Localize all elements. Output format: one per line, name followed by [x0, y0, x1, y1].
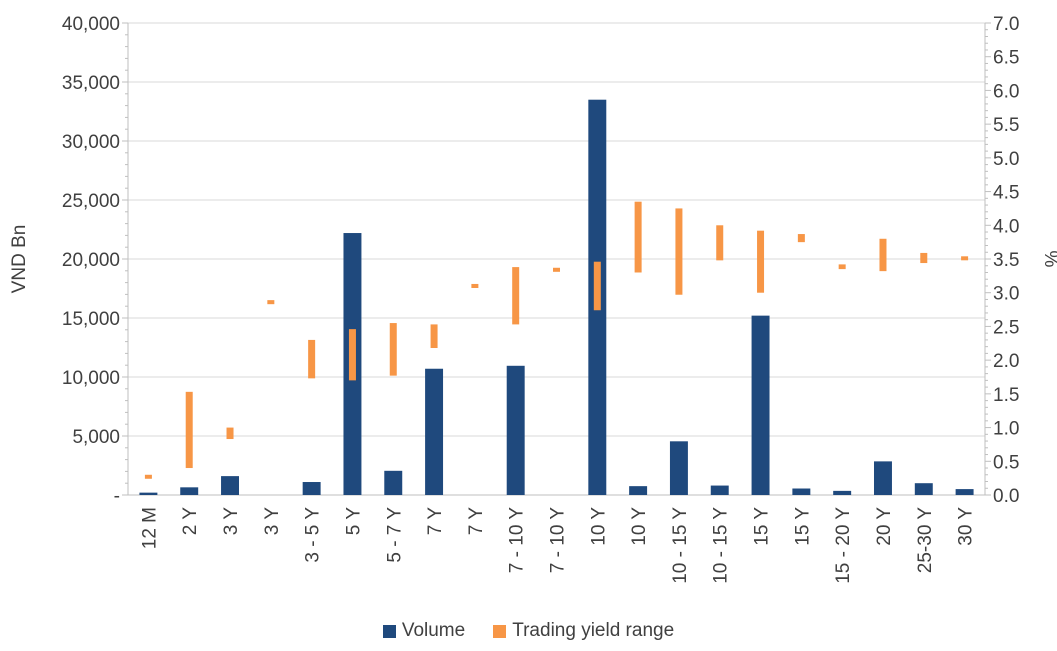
x-tick-label: 3 Y	[262, 507, 283, 536]
x-tick-label: 20 Y	[874, 507, 895, 546]
y-left-tick-label: 25,000	[62, 191, 120, 212]
x-tick-label: 15 Y	[792, 507, 813, 546]
y-right-axis-title: %	[1040, 251, 1057, 268]
x-tick-label: 10 Y	[588, 507, 609, 546]
yield-range-bar	[308, 339, 316, 379]
yield-range-bar	[144, 474, 152, 479]
volume-bar	[180, 487, 199, 495]
x-tick-label: 10 - 15 Y	[670, 507, 691, 584]
y-left-tick-label: -	[114, 486, 120, 507]
x-tick-label: 7 - 10 Y	[548, 507, 569, 574]
y-left-tick-label: 30,000	[62, 132, 120, 153]
yield-range-bar	[185, 391, 193, 469]
x-tick-label: 10 - 15 Y	[711, 507, 732, 584]
volume-bar	[914, 483, 933, 495]
y-right-tick-label: 6.0	[993, 81, 1019, 102]
yield-range-bar	[553, 267, 560, 272]
yield-range-bar	[716, 225, 724, 261]
legend-item-yield: Trading yield range	[493, 620, 674, 642]
legend-item-volume: Volume	[382, 620, 466, 642]
yield-range-bar	[675, 208, 683, 295]
y-right-tick-label: 2.5	[993, 317, 1019, 338]
y-left-tick-label: 10,000	[62, 368, 120, 389]
y-right-tick-label: 5.0	[993, 149, 1019, 170]
y-left-axis-title: VND Bn	[9, 225, 30, 294]
x-tick-label: 7 - 10 Y	[507, 507, 528, 574]
x-tick-label: 5 - 7 Y	[384, 507, 405, 563]
y-right-tick-label: 7.0	[993, 14, 1019, 35]
volume-bar	[792, 488, 811, 495]
yield-range-bar	[920, 252, 928, 264]
yield-range-bar	[267, 300, 275, 305]
y-right-tick-label: 4.0	[993, 216, 1019, 237]
y-left-tick-label: 15,000	[62, 309, 120, 330]
chart-legend: Volume Trading yield range	[0, 620, 1057, 642]
x-tick-label: 3 - 5 Y	[303, 507, 324, 563]
volume-bar	[384, 470, 403, 495]
yield-range-bar	[226, 427, 234, 440]
y-right-tick-label: 3.5	[993, 250, 1019, 271]
yield-range-bar	[757, 230, 765, 293]
yield-range-bar	[961, 256, 969, 261]
y-right-tick-label: 0.0	[993, 486, 1019, 507]
x-tick-label: 30 Y	[956, 507, 977, 546]
x-tick-label: 15 - 20 Y	[833, 507, 854, 584]
y-right-tick-label: 0.5	[993, 452, 1019, 473]
x-tick-label: 5 Y	[343, 507, 364, 536]
volume-bar	[669, 441, 688, 495]
x-tick-label: 15 Y	[752, 507, 773, 546]
y-left-tick-label: 40,000	[62, 14, 120, 35]
y-right-tick-label: 5.5	[993, 115, 1019, 136]
yield-range-bar	[797, 234, 805, 243]
yield-range-bar	[634, 201, 642, 273]
yield-range-bar	[389, 323, 397, 376]
volume-bar	[751, 315, 770, 495]
y-right-tick-label: 1.0	[993, 419, 1019, 440]
x-tick-label: 12 M	[139, 507, 160, 549]
volume-bar	[425, 368, 444, 495]
y-left-tick-label: 20,000	[62, 250, 120, 271]
legend-label-volume: Volume	[401, 620, 466, 641]
volume-bar	[955, 489, 974, 495]
volume-bar	[833, 490, 852, 495]
y-right-tick-label: 2.0	[993, 351, 1019, 372]
yield-range-bar	[471, 283, 479, 288]
yield-range-bar	[512, 267, 520, 325]
legend-label-yield: Trading yield range	[512, 620, 675, 641]
y-right-tick-label: 3.0	[993, 284, 1019, 305]
volume-bar	[710, 485, 729, 495]
x-tick-label: 7 Y	[425, 507, 446, 536]
x-tick-label: 3 Y	[221, 507, 242, 536]
volume-bar	[302, 482, 321, 495]
y-left-tick-label: 35,000	[62, 73, 120, 94]
volume-bar	[221, 476, 240, 495]
yield-range-bar	[593, 261, 601, 311]
volume-bar	[873, 461, 892, 495]
yield-range-bar	[430, 324, 438, 349]
x-tick-label: 2 Y	[180, 507, 201, 536]
y-left-tick-label: 5,000	[72, 427, 120, 448]
y-right-tick-label: 6.5	[993, 48, 1019, 69]
volume-bar	[506, 365, 525, 495]
volume-bar	[629, 486, 648, 495]
volume-bar	[139, 492, 158, 495]
y-right-tick-label: 1.5	[993, 385, 1019, 406]
yield-range-bar	[838, 264, 846, 270]
x-tick-label: 25-30 Y	[915, 507, 936, 574]
y-right-tick-label: 4.5	[993, 183, 1019, 204]
yield-range-bar	[348, 329, 356, 381]
yield-range-bar	[879, 238, 887, 272]
legend-swatch-volume	[382, 624, 396, 638]
x-tick-label: 7 Y	[466, 507, 487, 536]
legend-swatch-yield	[493, 624, 507, 638]
x-tick-label: 10 Y	[629, 507, 650, 546]
